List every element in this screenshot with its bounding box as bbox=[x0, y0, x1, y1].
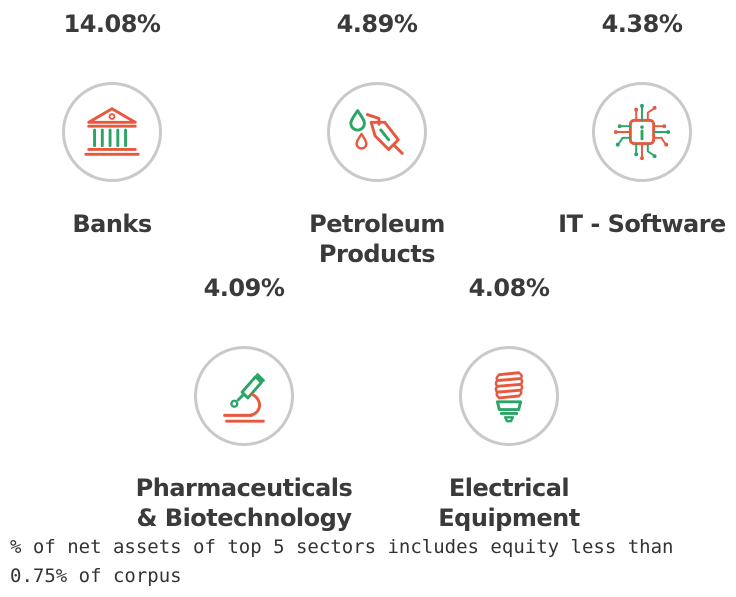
sector-banks: 14.08% Banks bbox=[0, 10, 242, 239]
bank-icon bbox=[84, 107, 140, 156]
sector-icon-ring bbox=[194, 346, 294, 446]
sector-percent: 14.08% bbox=[63, 10, 161, 38]
cfl-bulb-icon bbox=[494, 371, 524, 423]
sector-name: Petroleum Products bbox=[309, 210, 445, 268]
sector-icon-ring bbox=[592, 82, 692, 182]
sector-petroleum-products: 4.89% Petroleum Products bbox=[247, 10, 507, 269]
footnote: % of net assets of top 5 sectors include… bbox=[10, 536, 674, 587]
sector-percent: 4.09% bbox=[203, 274, 285, 302]
sector-pharmaceuticals-biotechnology: 4.09% Pharmaceuticals & Biotechnology bbox=[114, 274, 374, 533]
sector-name: Banks bbox=[72, 210, 152, 238]
sector-percent: 4.08% bbox=[468, 274, 550, 302]
sector-icon-ring bbox=[62, 82, 162, 182]
sector-electrical-equipment: 4.08% Electrical Equipment bbox=[379, 274, 639, 533]
sector-name: IT - Software bbox=[558, 210, 726, 238]
sector-percent: 4.89% bbox=[336, 10, 418, 38]
fuel-nozzle-icon bbox=[349, 109, 404, 155]
sector-name: Pharmaceuticals & Biotechnology bbox=[135, 474, 353, 532]
sector-it-software: 4.38% bbox=[512, 10, 736, 239]
sector-percent: 4.38% bbox=[601, 10, 683, 38]
chip-icon bbox=[613, 103, 671, 161]
sector-icon-ring bbox=[327, 82, 427, 182]
sector-name: Electrical Equipment bbox=[438, 474, 580, 532]
sector-icon-ring bbox=[459, 346, 559, 446]
microscope-icon bbox=[223, 373, 265, 423]
